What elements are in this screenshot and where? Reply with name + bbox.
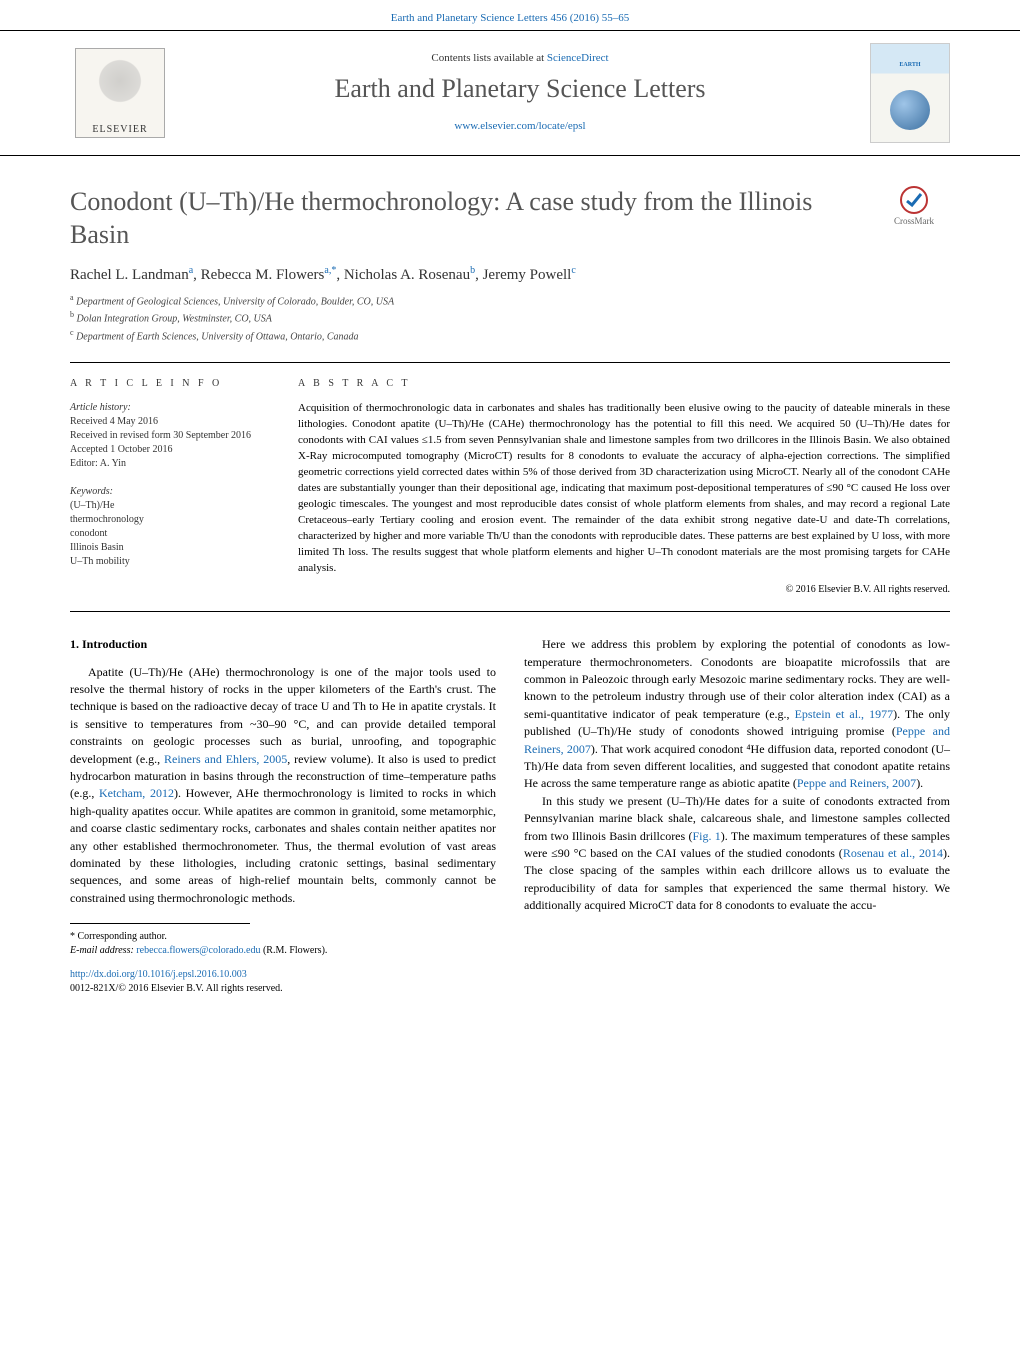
globe-icon — [890, 90, 930, 130]
elsevier-tree-icon: ELSEVIER — [75, 48, 165, 138]
figure-link[interactable]: Fig. 1 — [692, 829, 720, 843]
affil-superscript: c — [571, 265, 575, 276]
author: Nicholas A. Rosenau — [344, 267, 470, 283]
body-paragraph: Here we address this problem by explorin… — [524, 636, 950, 793]
citation-link[interactable]: Peppe and Reiners, 2007 — [524, 724, 950, 755]
editor: Editor: A. Yin — [70, 457, 270, 471]
revised-date: Received in revised form 30 September 20… — [70, 429, 270, 443]
author: Rebecca M. Flowers — [201, 267, 325, 283]
journal-cover-thumbnail: EARTH — [870, 43, 950, 143]
publisher-name: ELSEVIER — [76, 124, 164, 135]
email-label: E-mail address: — [70, 945, 134, 956]
citation-link[interactable]: Reiners and Ehlers, 2005 — [164, 752, 287, 766]
citation-link[interactable]: Ketcham, 2012 — [99, 786, 174, 800]
article-info-column: A R T I C L E I N F O Article history: R… — [70, 377, 270, 597]
journal-masthead: ELSEVIER Contents lists available at Sci… — [0, 30, 1020, 156]
crossmark-icon — [900, 186, 928, 214]
author-list: Rachel L. Landmana, Rebecca M. Flowersa,… — [70, 265, 950, 284]
crossmark-badge[interactable]: CrossMark — [878, 186, 950, 226]
affil-superscript: a — [189, 265, 193, 276]
affil-sup: a — [70, 293, 74, 302]
email-person: (R.M. Flowers). — [260, 945, 327, 956]
keyword: thermochronology — [70, 513, 270, 527]
corresponding-marker: * — [331, 265, 336, 276]
body-paragraph: Apatite (U–Th)/He (AHe) thermochronology… — [70, 664, 496, 907]
publisher-logo: ELSEVIER — [70, 43, 170, 143]
article-title: Conodont (U–Th)/He thermochronology: A c… — [70, 186, 858, 251]
keywords-label: Keywords: — [70, 485, 270, 499]
abstract-column: A B S T R A C T Acquisition of thermochr… — [298, 377, 950, 597]
affiliation: Department of Geological Sciences, Unive… — [76, 296, 394, 307]
author: Rachel L. Landman — [70, 267, 189, 283]
affil-superscript: b — [470, 265, 475, 276]
affil-sup: c — [70, 328, 74, 337]
keyword: (U–Th)/He — [70, 499, 270, 513]
author: Jeremy Powell — [483, 267, 572, 283]
affil-sup: b — [70, 310, 74, 319]
body-paragraph: In this study we present (U–Th)/He dates… — [524, 793, 950, 915]
footnote-rule — [70, 923, 250, 924]
email-link[interactable]: rebecca.flowers@colorado.edu — [136, 945, 260, 956]
citation-link[interactable]: Earth and Planetary Science Letters 456 … — [391, 12, 630, 24]
cover-journal-label: EARTH — [871, 62, 949, 68]
abstract-text: Acquisition of thermochronologic data in… — [298, 401, 950, 576]
issn-copyright: 0012-821X/© 2016 Elsevier B.V. All right… — [70, 982, 950, 996]
affiliation: Department of Earth Sciences, University… — [76, 331, 358, 342]
journal-homepage: www.elsevier.com/locate/epsl — [190, 116, 850, 134]
article-info-heading: A R T I C L E I N F O — [70, 377, 270, 391]
abstract-copyright: © 2016 Elsevier B.V. All rights reserved… — [298, 583, 950, 598]
history-label: Article history: — [70, 401, 270, 415]
abstract-heading: A B S T R A C T — [298, 377, 950, 392]
doi-link[interactable]: http://dx.doi.org/10.1016/j.epsl.2016.10… — [70, 969, 247, 980]
accepted-date: Accepted 1 October 2016 — [70, 443, 270, 457]
corresponding-author-note: * Corresponding author. — [70, 930, 950, 944]
journal-url-link[interactable]: www.elsevier.com/locate/epsl — [454, 120, 585, 132]
affiliations: a Department of Geological Sciences, Uni… — [70, 292, 950, 344]
article-body: 1. Introduction Apatite (U–Th)/He (AHe) … — [0, 612, 1020, 914]
affiliation: Dolan Integration Group, Westminster, CO… — [77, 314, 272, 325]
footnote-area: * Corresponding author. E-mail address: … — [0, 915, 1020, 1012]
crossmark-label: CrossMark — [894, 216, 934, 226]
citation-link[interactable]: Epstein et al., 1977 — [795, 707, 894, 721]
email-line: E-mail address: rebecca.flowers@colorado… — [70, 944, 950, 958]
keyword: U–Th mobility — [70, 555, 270, 569]
citation-link[interactable]: Peppe and Reiners, 2007 — [797, 776, 916, 790]
section-heading: 1. Introduction — [70, 636, 496, 653]
contents-available-line: Contents lists available at ScienceDirec… — [190, 52, 850, 64]
running-header: Earth and Planetary Science Letters 456 … — [0, 0, 1020, 30]
journal-name: Earth and Planetary Science Letters — [190, 74, 850, 104]
contents-prefix: Contents lists available at — [431, 52, 546, 64]
masthead-center: Contents lists available at ScienceDirec… — [190, 52, 850, 134]
sciencedirect-link[interactable]: ScienceDirect — [547, 52, 609, 64]
keyword: conodont — [70, 527, 270, 541]
keyword: Illinois Basin — [70, 541, 270, 555]
received-date: Received 4 May 2016 — [70, 415, 270, 429]
citation-link[interactable]: Rosenau et al., 2014 — [843, 846, 943, 860]
